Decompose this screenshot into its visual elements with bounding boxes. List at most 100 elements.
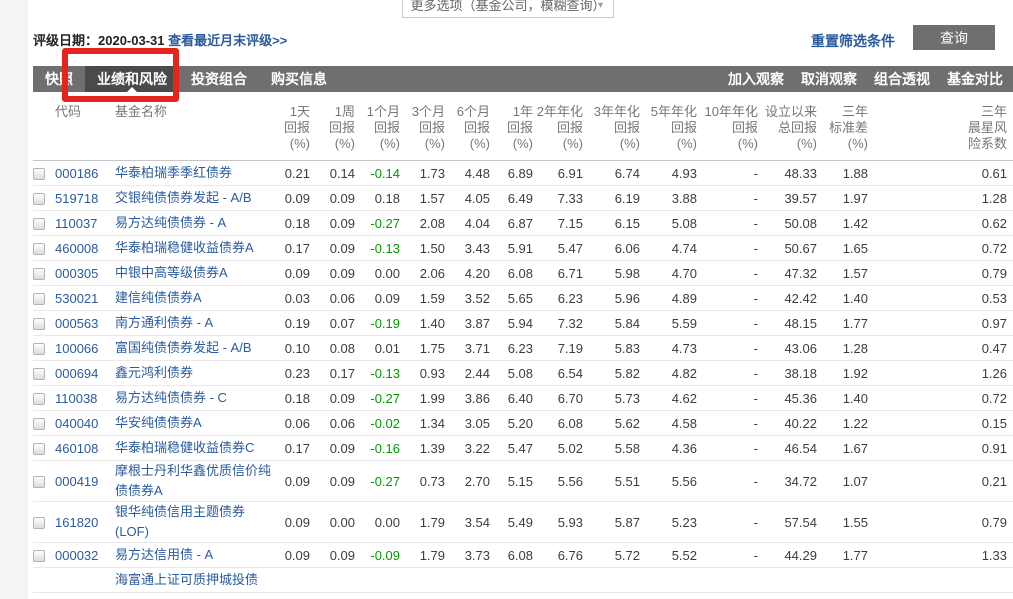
fund-name-link[interactable]: 富国纯债债券发起 - A/B bbox=[115, 340, 252, 355]
row-checkbox[interactable] bbox=[33, 476, 45, 489]
cell-return-1m: 0.09 bbox=[355, 285, 400, 311]
fund-code-link[interactable]: 110037 bbox=[55, 215, 98, 231]
cell-return-6m: 4.05 bbox=[445, 185, 490, 211]
col-header-return-1y: 1年 回报 (%) bbox=[490, 92, 533, 161]
query-button[interactable]: 查询 bbox=[913, 25, 995, 50]
row-checkbox[interactable] bbox=[33, 343, 45, 356]
table-row: 460008 华泰柏瑞稳健收益债券A 0.17 0.09 -0.13 1.50 3.43 5.… bbox=[33, 235, 1013, 261]
fund-code-link[interactable]: 040040 bbox=[55, 415, 99, 431]
col-header-return-2y-ann: 2年年化 回报 (%) bbox=[533, 92, 583, 161]
more-options-dropdown[interactable]: 更多选项（基金公司，模糊查询） ▾ bbox=[402, 0, 614, 18]
cell-return-6m: 3.86 bbox=[445, 385, 490, 411]
row-checkbox[interactable] bbox=[33, 193, 45, 206]
fund-code-link[interactable]: 000694 bbox=[55, 365, 99, 381]
remove-watch-button[interactable]: 取消观察 bbox=[801, 71, 857, 87]
name-cell: 华安纯债债券A bbox=[115, 410, 244, 436]
cell-return-1d: 0.17 bbox=[244, 435, 310, 461]
cell-return-since-inception: 47.32 bbox=[758, 260, 817, 286]
row-checkbox[interactable] bbox=[33, 318, 45, 331]
fund-name-link[interactable]: 摩根士丹利华鑫优质信价纯债债券A bbox=[115, 463, 272, 498]
fund-code-link[interactable]: 519718 bbox=[55, 190, 99, 206]
fund-name-link[interactable]: 华泰柏瑞季季红债券 bbox=[115, 165, 233, 180]
cell-return-1w: 0.09 bbox=[310, 435, 355, 461]
fund-code-link[interactable]: 460108 bbox=[55, 440, 99, 456]
cell-return-1d: 0.09 bbox=[244, 542, 310, 568]
cell-return-1y: 5.20 bbox=[490, 410, 533, 436]
table-row: 460108 华泰柏瑞稳健收益债券C 0.17 0.09 -0.16 1.39 3.22 5.… bbox=[33, 435, 1013, 461]
fund-name-link[interactable]: 银华纯债信用主题债券(LOF) bbox=[115, 504, 246, 539]
cell-return-10y-ann: - bbox=[697, 435, 758, 461]
table-header-row: 代码 基金名称 1天 回报 (%) 1周 回报 (%) 1个月 回报 (%) 3个月 回报 (%) 6个月回… bbox=[33, 92, 1013, 161]
fund-name-link[interactable]: 南方通利债券 - A bbox=[115, 315, 214, 330]
checkbox-cell bbox=[33, 542, 55, 568]
row-checkbox[interactable] bbox=[33, 550, 45, 563]
cell-return-10y-ann: - bbox=[697, 235, 758, 261]
col-header-morningstar-risk-3y: 三年 晨星风 险系数 bbox=[868, 92, 1013, 161]
row-checkbox[interactable] bbox=[33, 243, 45, 256]
fund-code-link[interactable]: 000563 bbox=[55, 315, 99, 331]
row-checkbox[interactable] bbox=[33, 443, 45, 456]
cell-return-since-inception: 39.57 bbox=[758, 185, 817, 211]
fund-name-link[interactable]: 中银中高等级债券A bbox=[115, 265, 228, 280]
row-checkbox[interactable] bbox=[33, 293, 45, 306]
row-checkbox[interactable] bbox=[33, 517, 45, 530]
tab-group-right: 加入观察 取消观察 组合透视 基金对比 bbox=[711, 66, 1013, 92]
fund-compare-button[interactable]: 基金对比 bbox=[947, 71, 1003, 87]
fund-name-link[interactable]: 交银纯债债券发起 - A/B bbox=[115, 190, 252, 205]
fund-name-link[interactable]: 华安纯债债券A bbox=[115, 415, 202, 430]
fund-name-link[interactable]: 易方达纯债债券 - C bbox=[115, 390, 227, 405]
tab-purchase-info[interactable]: 购买信息 bbox=[271, 71, 327, 87]
fund-code-link[interactable]: 000419 bbox=[55, 473, 99, 489]
fund-code-link[interactable]: 000032 bbox=[55, 547, 99, 563]
fund-code-link[interactable]: 110038 bbox=[55, 390, 98, 406]
table-row: 040040 华安纯债债券A 0.06 0.06 -0.02 1.34 3.05 5.20 6.… bbox=[33, 410, 1013, 436]
cell-return-1d: 0.17 bbox=[244, 235, 310, 261]
fund-code-link[interactable]: 100066 bbox=[55, 340, 99, 356]
cell-return-1m: -0.27 bbox=[355, 460, 400, 502]
fund-code-link[interactable]: 000305 bbox=[55, 265, 99, 281]
col-header-return-10y-ann: 10年年化 回报 (%) bbox=[697, 92, 758, 161]
view-latest-rating-link[interactable]: 查看最近月末评级>> bbox=[168, 33, 288, 48]
row-checkbox[interactable] bbox=[33, 393, 45, 406]
table-row: 100066 富国纯债债券发起 - A/B 0.10 0.08 0.01 1.75 3.71… bbox=[33, 335, 1013, 361]
cell-return-5y-ann: 5.52 bbox=[640, 542, 697, 568]
fund-name-link[interactable]: 华泰柏瑞稳健收益债券A bbox=[115, 240, 254, 255]
cell-return-5y-ann: 4.89 bbox=[640, 285, 697, 311]
fund-name-link[interactable]: 易方达纯债债券 - A bbox=[115, 215, 227, 230]
col-header-fund-name: 基金名称 bbox=[115, 92, 244, 161]
cell-return-2y-ann: 6.54 bbox=[533, 360, 583, 386]
add-watch-button[interactable]: 加入观察 bbox=[728, 71, 784, 87]
reset-filters-link[interactable]: 重置筛选条件 bbox=[811, 33, 895, 49]
cell-return-since-inception: 38.18 bbox=[758, 360, 817, 386]
chevron-down-icon: ▾ bbox=[597, 0, 603, 11]
fund-code-link[interactable]: 161820 bbox=[55, 514, 99, 530]
name-cell: 海富通上证可质押城投债 bbox=[115, 567, 258, 593]
row-checkbox[interactable] bbox=[33, 368, 45, 381]
cell-return-2y-ann: 7.15 bbox=[533, 210, 583, 236]
fund-name-link[interactable]: 华泰柏瑞稳健收益债券C bbox=[115, 440, 255, 455]
tab-snapshot[interactable]: 快照 bbox=[45, 71, 73, 87]
tab-investment-portfolio[interactable]: 投资组合 bbox=[191, 71, 247, 87]
col-header-return-3m: 3个月 回报 (%) bbox=[400, 92, 445, 161]
cell-return-3y-ann: 5.84 bbox=[583, 310, 640, 336]
fund-name-link[interactable]: 建信纯债债券A bbox=[115, 290, 202, 305]
table-row: 000694 鑫元鸿利债券 0.23 0.17 -0.13 0.93 2.44 5.08 6.5… bbox=[33, 360, 1013, 386]
fund-code-link[interactable]: 530021 bbox=[55, 290, 99, 306]
fund-name-link[interactable]: 海富通上证可质押城投债 bbox=[115, 572, 259, 587]
fund-name-link[interactable]: 易方达信用债 - A bbox=[115, 547, 214, 562]
row-checkbox[interactable] bbox=[33, 418, 45, 431]
row-checkbox[interactable] bbox=[33, 168, 45, 181]
cell-return-1w: 0.06 bbox=[310, 285, 355, 311]
cell-return-3m: 1.34 bbox=[400, 410, 445, 436]
row-checkbox[interactable] bbox=[33, 268, 45, 281]
fund-code-link[interactable]: 000186 bbox=[55, 165, 99, 181]
fund-name-link[interactable]: 鑫元鸿利债券 bbox=[115, 365, 194, 380]
cell-return-10y-ann: - bbox=[697, 460, 758, 502]
fund-code-link[interactable]: 460008 bbox=[55, 240, 99, 256]
cell-return-5y-ann: 3.88 bbox=[640, 185, 697, 211]
checkbox-cell bbox=[33, 210, 55, 236]
more-options-label: 更多选项（基金公司，模糊查询） bbox=[410, 0, 606, 13]
portfolio-xray-button[interactable]: 组合透视 bbox=[874, 71, 930, 87]
tab-performance-and-risk[interactable]: 业绩和风险 bbox=[85, 66, 179, 92]
row-checkbox[interactable] bbox=[33, 218, 45, 231]
